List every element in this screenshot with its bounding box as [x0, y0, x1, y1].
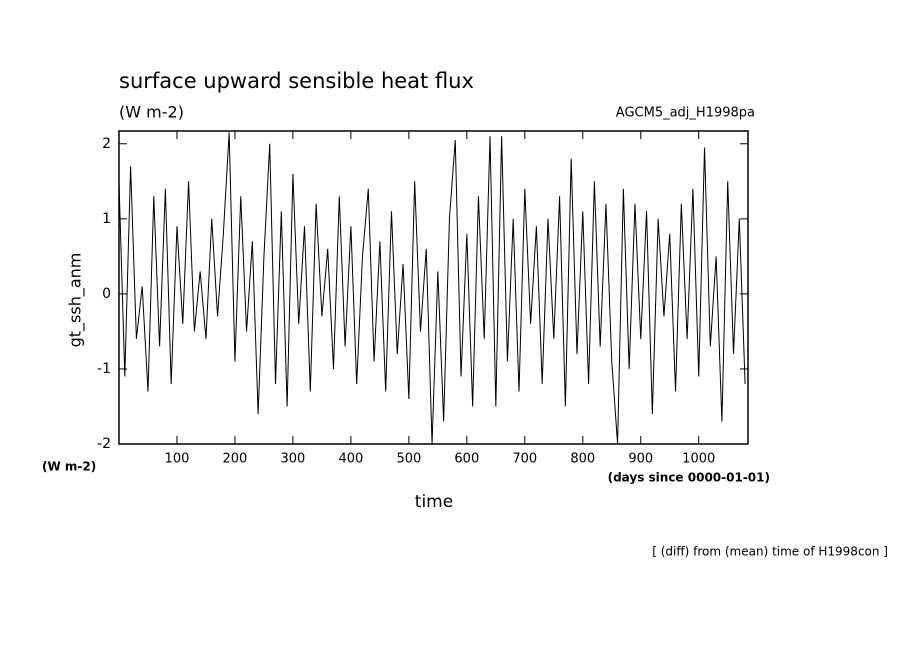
- subtitle: (W m-2): [119, 103, 184, 122]
- x-tick-label: 200: [223, 452, 248, 467]
- x-tick-label: 1000: [682, 452, 715, 467]
- chart-title: surface upward sensible heat flux: [119, 69, 474, 93]
- y-tick-label: 0: [102, 286, 111, 302]
- x-tick-label: 100: [165, 452, 190, 467]
- y-units: (W m-2): [42, 460, 96, 474]
- x-tick-label: 600: [454, 452, 479, 467]
- x-tick-label: 500: [396, 452, 421, 467]
- dataset-label: AGCM5_adj_H1998pa: [616, 106, 755, 121]
- y-tick-label: -1: [97, 361, 111, 377]
- y-tick-label: -2: [97, 436, 111, 452]
- x-units: (days since 0000-01-01): [608, 471, 770, 485]
- x-tick-label: 800: [570, 452, 595, 467]
- y-tick-label: 2: [102, 136, 111, 152]
- x-axis-title: time: [415, 492, 453, 512]
- note: [ (diff) from (mean) time of H1998con ]: [652, 545, 888, 559]
- x-tick-label: 300: [281, 452, 306, 467]
- y-axis-title: gt_ssh_anm: [66, 253, 86, 348]
- data-line: [118, 132, 746, 445]
- y-tick-label: 1: [102, 211, 111, 227]
- x-tick-label: 900: [628, 452, 653, 467]
- x-tick-label: 700: [512, 452, 537, 467]
- plot-frame: [118, 130, 749, 445]
- x-tick-label: 400: [338, 452, 363, 467]
